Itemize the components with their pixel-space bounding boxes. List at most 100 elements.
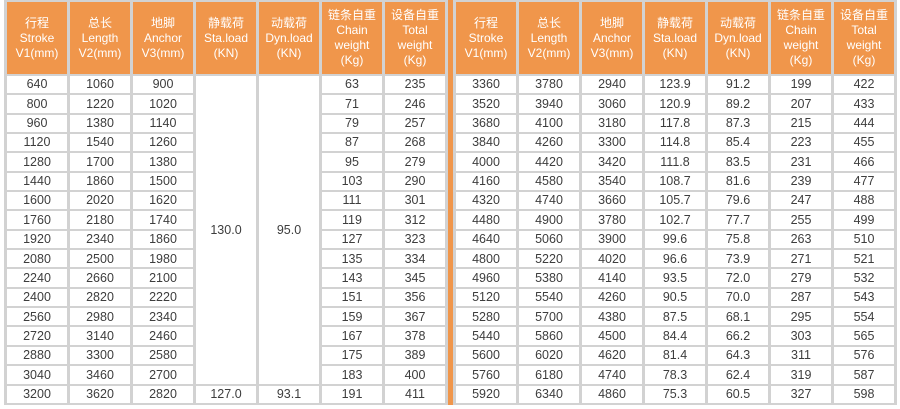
table-cell-anchor: 2460 bbox=[133, 327, 193, 345]
table-row: 4960 5380 4140 93.5 72.0 279 532 bbox=[456, 269, 894, 287]
table-cell-anchor: 3300 bbox=[582, 134, 642, 152]
table-cell-chain-weight: 111 bbox=[322, 192, 382, 210]
table-cell-anchor: 1020 bbox=[133, 95, 193, 113]
table-cell-static-load: 130.0 bbox=[196, 76, 256, 384]
spec-sheet: 行程 Stroke V1(mm) 总长 Length V2(mm) 地脚 Anchor V3(m… bbox=[4, 0, 897, 405]
table-cell-total-weight: 367 bbox=[385, 308, 445, 326]
header-line: (Kg) bbox=[403, 53, 427, 67]
table-cell-stroke: 5280 bbox=[456, 308, 516, 326]
table-cell-chain-weight: 231 bbox=[771, 153, 831, 171]
table-cell-stroke: 4160 bbox=[456, 172, 516, 191]
table-cell-anchor: 4380 bbox=[582, 308, 642, 326]
header-cell-static-load: 静载荷 Sta.load (KN) bbox=[196, 2, 256, 74]
table-cell-static-load: 93.5 bbox=[645, 269, 705, 287]
header-line: 总长 bbox=[87, 15, 112, 30]
table-cell-anchor: 3660 bbox=[582, 192, 642, 210]
table-cell-total-weight: 268 bbox=[385, 134, 445, 152]
header-line: 地脚 bbox=[599, 15, 624, 30]
table-cell-length: 5860 bbox=[519, 327, 579, 345]
header-line: (KN) bbox=[725, 45, 751, 60]
table-cell-anchor: 3420 bbox=[582, 153, 642, 171]
table-cell-dynamic-load: 60.5 bbox=[708, 385, 768, 403]
table-row: 5440 5860 4500 84.4 66.2 303 565 bbox=[456, 327, 894, 345]
table-cell-static-load: 75.3 bbox=[645, 385, 705, 403]
table-cell-length: 4100 bbox=[519, 114, 579, 133]
table-cell-anchor: 4020 bbox=[582, 250, 642, 268]
table-cell-stroke: 3680 bbox=[456, 114, 516, 133]
table-cell-length: 2340 bbox=[70, 230, 130, 249]
spec-table-right-header: 行程 Stroke V1(mm) 总长 Length V2(mm) 地脚 Anchor V3(m… bbox=[456, 2, 894, 74]
table-row: 1920 2340 1860 127 323 bbox=[7, 230, 445, 249]
table-cell-anchor: 2820 bbox=[133, 385, 193, 403]
table-row: 4800 5220 4020 96.6 73.9 271 521 bbox=[456, 250, 894, 268]
table-row: 4160 4580 3540 108.7 81.6 239 477 bbox=[456, 172, 894, 191]
table-cell-dynamic-load: 79.6 bbox=[708, 192, 768, 210]
table-cell-total-weight: 356 bbox=[385, 288, 445, 307]
table-cell-length: 3780 bbox=[519, 76, 579, 94]
table-cell-static-load: 102.7 bbox=[645, 211, 705, 229]
table-row: 3520 3940 3060 120.9 89.2 207 433 bbox=[456, 95, 894, 113]
table-cell-chain-weight: 303 bbox=[771, 327, 831, 345]
table-cell-dynamic-load: 81.6 bbox=[708, 172, 768, 191]
table-row: 4480 4900 3780 102.7 77.7 255 499 bbox=[456, 211, 894, 229]
table-row: 5920 6340 4860 75.3 60.5 327 598 bbox=[456, 385, 894, 403]
table-row: 2880 3300 2580 175 389 bbox=[7, 346, 445, 365]
table-cell-length: 1860 bbox=[70, 172, 130, 191]
table-cell-total-weight: 257 bbox=[385, 114, 445, 133]
table-row: 1600 2020 1620 111 301 bbox=[7, 192, 445, 210]
table-cell-dynamic-load: 62.4 bbox=[708, 366, 768, 384]
table-cell-chain-weight: 159 bbox=[322, 308, 382, 326]
table-row: 1120 1540 1260 87 268 bbox=[7, 134, 445, 152]
table-cell-chain-weight: 207 bbox=[771, 95, 831, 113]
table-cell-total-weight: 235 bbox=[385, 76, 445, 94]
table-cell-stroke: 2400 bbox=[7, 288, 67, 307]
table-row: 960 1380 1140 79 257 bbox=[7, 114, 445, 133]
table-cell-static-load: 120.9 bbox=[645, 95, 705, 113]
table-cell-anchor: 2340 bbox=[133, 308, 193, 326]
table-cell-total-weight: 246 bbox=[385, 95, 445, 113]
table-cell-anchor: 3900 bbox=[582, 230, 642, 249]
table-cell-stroke: 5920 bbox=[456, 385, 516, 403]
header-line: weight bbox=[846, 38, 882, 52]
header-cell-stroke: 行程 Stroke V1(mm) bbox=[7, 2, 67, 74]
header-line: 链条自重 bbox=[776, 8, 825, 22]
table-cell-total-weight: 488 bbox=[834, 192, 894, 210]
header-line: weight bbox=[397, 38, 433, 52]
table-cell-stroke: 4960 bbox=[456, 269, 516, 287]
table-cell-length: 2180 bbox=[70, 211, 130, 229]
table-cell-static-load: 111.8 bbox=[645, 153, 705, 171]
header-line: Chain bbox=[785, 23, 817, 37]
table-cell-chain-weight: 215 bbox=[771, 114, 831, 133]
table-cell-length: 5700 bbox=[519, 308, 579, 326]
table-cell-length: 1220 bbox=[70, 95, 130, 113]
header-line: (KN) bbox=[213, 45, 239, 60]
table-cell-anchor: 4620 bbox=[582, 346, 642, 365]
header-line: (KN) bbox=[276, 45, 302, 60]
table-cell-length: 3140 bbox=[70, 327, 130, 345]
table-cell-anchor: 3780 bbox=[582, 211, 642, 229]
header-row: 行程 Stroke V1(mm) 总长 Length V2(mm) 地脚 Anchor V3(m… bbox=[456, 2, 894, 74]
header-line: Total bbox=[402, 23, 428, 37]
table-cell-length: 2020 bbox=[70, 192, 130, 210]
table-row: 2400 2820 2220 151 356 bbox=[7, 288, 445, 307]
spec-table-left-body: 640 1060 900 130.0 95.0 63 235 800 1220 1020 71 246… bbox=[7, 76, 445, 403]
table-cell-length: 4740 bbox=[519, 192, 579, 210]
table-row: 4000 4420 3420 111.8 83.5 231 466 bbox=[456, 153, 894, 171]
header-cell-stroke: 行程 Stroke V1(mm) bbox=[456, 2, 516, 74]
table-cell-length: 3620 bbox=[70, 385, 130, 403]
table-cell-total-weight: 598 bbox=[834, 385, 894, 403]
table-cell-dynamic-load: 91.2 bbox=[708, 76, 768, 94]
table-cell-stroke: 2560 bbox=[7, 308, 67, 326]
header-line: Sta.load bbox=[652, 30, 698, 45]
header-cell-total-weight: 设备自重 Total weight (Kg) bbox=[385, 2, 445, 74]
table-cell-stroke: 4480 bbox=[456, 211, 516, 229]
header-cell-anchor: 地脚 Anchor V3(mm) bbox=[133, 2, 193, 74]
spec-table-left: 行程 Stroke V1(mm) 总长 Length V2(mm) 地脚 Anchor V3(m… bbox=[4, 0, 448, 405]
header-line: Chain bbox=[336, 23, 368, 37]
table-cell-length: 6020 bbox=[519, 346, 579, 365]
header-line: 静载荷 bbox=[656, 15, 693, 30]
table-cell-total-weight: 400 bbox=[385, 366, 445, 384]
table-row: 2720 3140 2460 167 378 bbox=[7, 327, 445, 345]
table-row: 2240 2660 2100 143 345 bbox=[7, 269, 445, 287]
